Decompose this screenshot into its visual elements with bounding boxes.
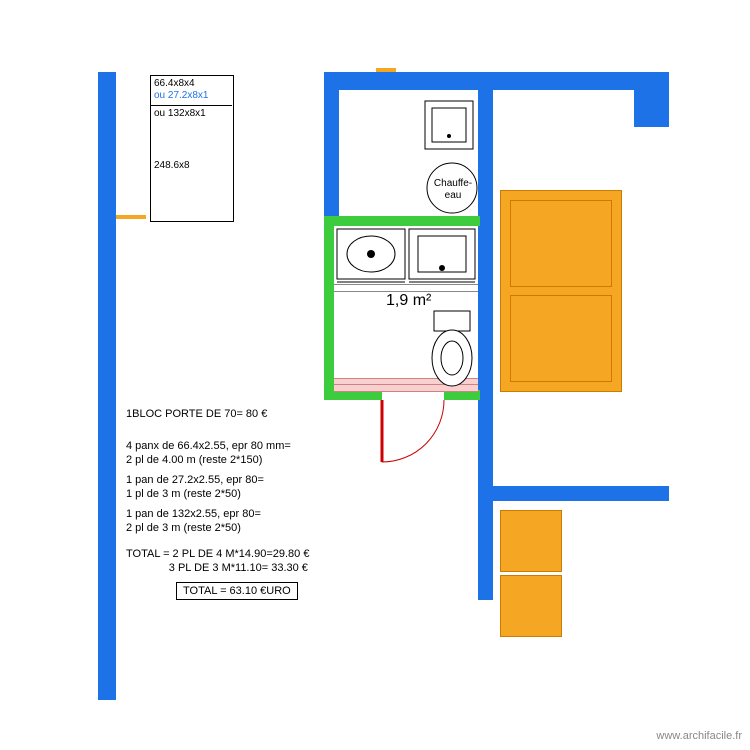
bathroom-area-label: 1,9 m² [386, 292, 431, 310]
note-4: 1 pan de 27.2x2.55, epr 80= [126, 474, 264, 486]
sink-top [424, 100, 474, 150]
note-7: 2 pl de 3 m (reste 2*50) [126, 522, 241, 534]
closet-label-2: ou 27.2x8x1 [154, 90, 209, 101]
note-5: 1 pl de 3 m (reste 2*50) [126, 488, 241, 500]
wall-left [98, 72, 116, 700]
note-1: 1BLOC PORTE DE 70= 80 € [126, 408, 267, 420]
wall-top [324, 72, 634, 90]
water-heater-label-1: Chauffe- [432, 178, 474, 189]
note-9: 3 PL DE 3 M*11.10= 33.30 € [126, 562, 308, 574]
bathroom-wall-left [324, 216, 334, 400]
water-heater-label-2: eau [432, 190, 474, 201]
counter-edge [334, 284, 478, 292]
bathroom-wall-top [324, 216, 480, 226]
wall-horizontal-right [493, 486, 669, 501]
closet-inner-line [150, 105, 232, 106]
wall-stub-left [324, 90, 339, 216]
closet-label-3: ou 132x8x1 [154, 108, 206, 119]
furniture-block-2 [500, 575, 562, 637]
sofa-cushion-1 [510, 200, 612, 287]
closet-label-4: 248.6x8 [154, 160, 190, 171]
note-3: 2 pl de 4.00 m (reste 2*150) [126, 454, 262, 466]
furniture-block-1 [500, 510, 562, 572]
sink-square [408, 228, 476, 284]
note-total-box: TOTAL = 63.10 €URO [176, 582, 298, 600]
orange-mark-2 [376, 68, 396, 72]
note-total-text: TOTAL = 63.10 €URO [183, 585, 291, 597]
wall-vertical-right [478, 90, 493, 600]
note-6: 1 pan de 132x2.55, epr 80= [126, 508, 261, 520]
door-arc [380, 400, 450, 470]
sofa-cushion-2 [510, 295, 612, 382]
closet-label-1: 66.4x8x4 [154, 78, 195, 89]
wall-top-right-block [634, 72, 669, 127]
basin [336, 228, 406, 284]
toilet [428, 310, 476, 388]
note-8: TOTAL = 2 PL DE 4 M*14.90=29.80 € [126, 548, 309, 560]
note-2: 4 panx de 66.4x2.55, epr 80 mm= [126, 440, 291, 452]
orange-mark-1 [116, 215, 146, 219]
watermark: www.archifacile.fr [656, 730, 742, 742]
